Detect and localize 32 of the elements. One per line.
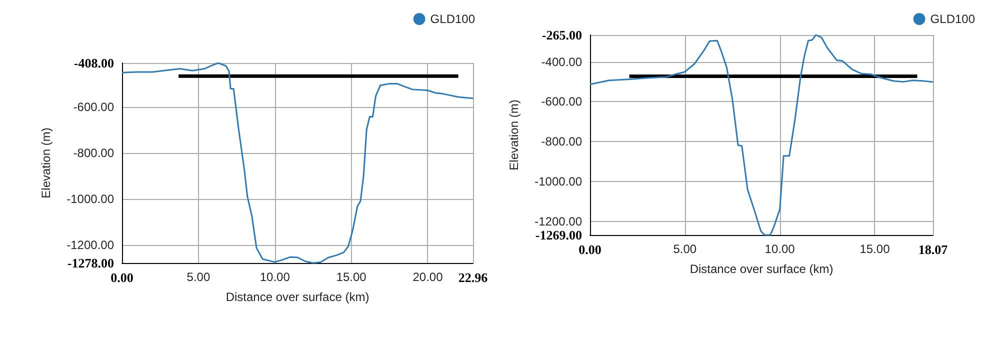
x-axis-title: Distance over surface (km)	[226, 290, 370, 304]
y-tick-label: -408.00	[74, 56, 114, 70]
y-tick-label: -800.00	[73, 146, 114, 160]
y-tick-label: -1000.00	[66, 192, 114, 206]
y-tick-label: -400.00	[541, 54, 582, 69]
y-tick-label: -1200.00	[534, 214, 582, 228]
y-tick-label: -1000.00	[534, 174, 582, 188]
x-tick-label: 0.00	[110, 270, 134, 285]
x-tick-label: 10.00	[764, 242, 796, 256]
y-axis-title: Elevation (m)	[39, 128, 53, 198]
x-tick-label: 10.00	[260, 270, 290, 284]
y-tick-label: -800.00	[541, 134, 582, 149]
legend-label: GLD100	[930, 12, 976, 26]
x-tick-label: 15.00	[336, 270, 367, 284]
line-series	[589, 34, 934, 236]
x-tick-label: 5.00	[186, 270, 210, 284]
y-tick-label: -600.00	[541, 94, 582, 109]
y-tick-label: -1200.00	[66, 238, 114, 252]
line-series	[121, 62, 474, 264]
y-tick-label: -1278.00	[67, 256, 114, 270]
legend-label: GLD100	[430, 12, 476, 26]
y-tick-label: -600.00	[73, 100, 114, 114]
y-tick-label: -1269.00	[535, 228, 582, 242]
x-tick-label: 15.00	[860, 242, 890, 256]
y-tick-label: -265.00	[542, 28, 582, 42]
x-tick-label: 18.07	[918, 242, 948, 257]
x-tick-label: 22.96	[458, 270, 488, 285]
x-tick-label: 0.00	[578, 242, 602, 257]
y-axis-title: Elevation (m)	[507, 100, 521, 170]
x-axis-title: Distance over surface (km)	[690, 262, 834, 276]
x-tick-label: 5.00	[673, 242, 697, 256]
x-tick-label: 20.00	[412, 270, 444, 284]
